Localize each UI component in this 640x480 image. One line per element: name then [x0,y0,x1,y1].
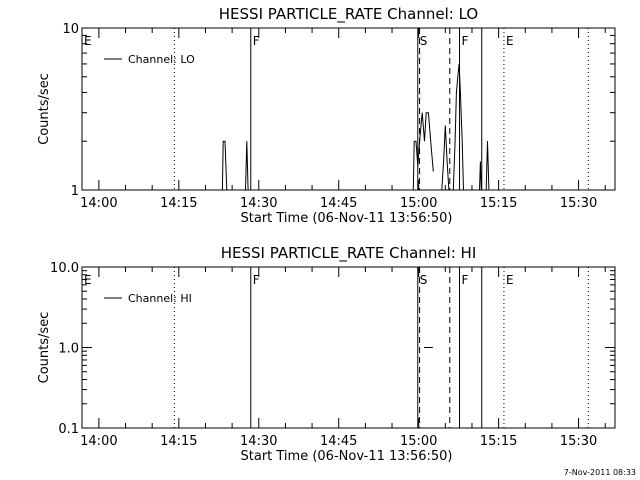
x-tick-label: 14:00 [80,434,117,449]
y-tick-label: 10.0 [50,261,79,276]
footer-timestamp: 7-Nov-2011 08:33 [564,468,636,477]
event-marker-label: E [84,34,92,48]
x-axis-label: Start Time (06-Nov-11 13:56:50) [241,211,453,226]
data-series-line [441,125,450,191]
data-series-line [452,63,464,191]
event-marker-label: F [462,34,469,48]
x-tick-label: 15:00 [400,196,437,211]
chart-panel-lo: HESSI PARTICLE_RATE Channel: LO 1 10 14:00 1… [37,5,616,226]
x-tick-label: 14:30 [240,196,277,211]
x-tick-label: 15:00 [400,434,437,449]
data-series-line [412,112,434,191]
x-tick-label: 14:45 [320,196,357,211]
data-series-line [479,161,482,191]
x-tick-label: 14:45 [320,434,357,449]
event-marker-label: S [420,34,428,48]
legend-label: Channel: LO [128,53,195,66]
chart-panel-hi: HESSI PARTICLE_RATE Channel: HI 0.1 1.0 10.… [37,244,616,464]
x-tick-label: 15:30 [560,434,597,449]
chart-title: HESSI PARTICLE_RATE Channel: LO [219,5,478,24]
legend-label: Channel: HI [128,292,192,305]
y-axis-label: Counts/sec [37,312,52,384]
event-marker-label: F [253,273,260,287]
data-series-line [245,141,249,191]
y-tick-label: 10 [62,22,79,37]
y-tick-label: 1 [71,184,79,199]
x-axis-label: Start Time (06-Nov-11 13:56:50) [241,449,453,464]
x-tick-label: 15:15 [480,434,517,449]
y-tick-label: 0.1 [58,422,79,437]
x-tick-label: 15:15 [480,196,517,211]
event-marker-label: F [462,273,469,287]
event-marker-label: E [84,273,92,287]
x-tick-label: 14:00 [80,196,117,211]
x-tick-label: 15:30 [560,196,597,211]
event-marker-label: S [420,273,428,287]
data-series-line [221,140,228,191]
data-series-line [485,141,490,191]
x-tick-label: 14:30 [240,434,277,449]
x-tick-label: 14:15 [160,196,197,211]
y-axis-label: Counts/sec [37,73,52,145]
x-tick-label: 14:15 [160,434,197,449]
y-tick-label: 1.0 [58,342,79,357]
event-marker-label: E [506,34,514,48]
chart-title: HESSI PARTICLE_RATE Channel: HI [221,244,477,263]
event-marker-label: E [506,273,514,287]
event-marker-label: F [253,34,260,48]
